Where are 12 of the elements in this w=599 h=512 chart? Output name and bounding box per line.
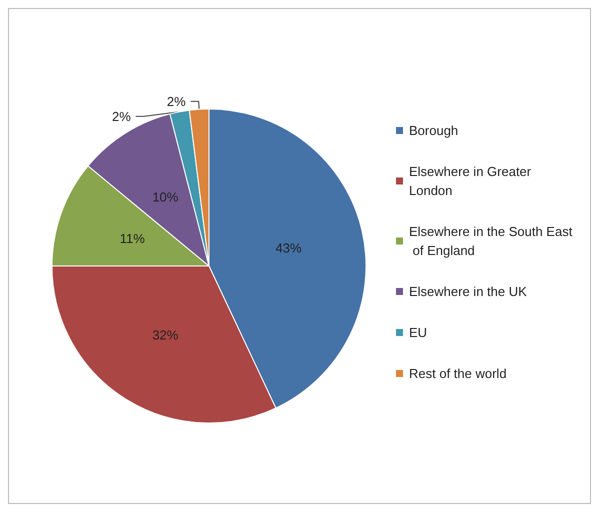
legend-label: EU — [409, 325, 428, 340]
legend-label: Elsewhere in the South East of England — [409, 224, 573, 258]
data-label: 10% — [152, 190, 179, 205]
data-label: 2% — [166, 94, 186, 109]
data-label: 32% — [152, 327, 179, 342]
legend-label: Elsewhere in the UK — [409, 284, 528, 299]
legend-label: Rest of the world — [409, 366, 507, 381]
data-label: 11% — [120, 230, 146, 246]
legend-label: Elsewhere in Greater London — [409, 164, 535, 198]
data-label: 43% — [276, 240, 302, 256]
data-label: 2% — [112, 108, 132, 124]
legend-label: Borough — [409, 123, 458, 138]
